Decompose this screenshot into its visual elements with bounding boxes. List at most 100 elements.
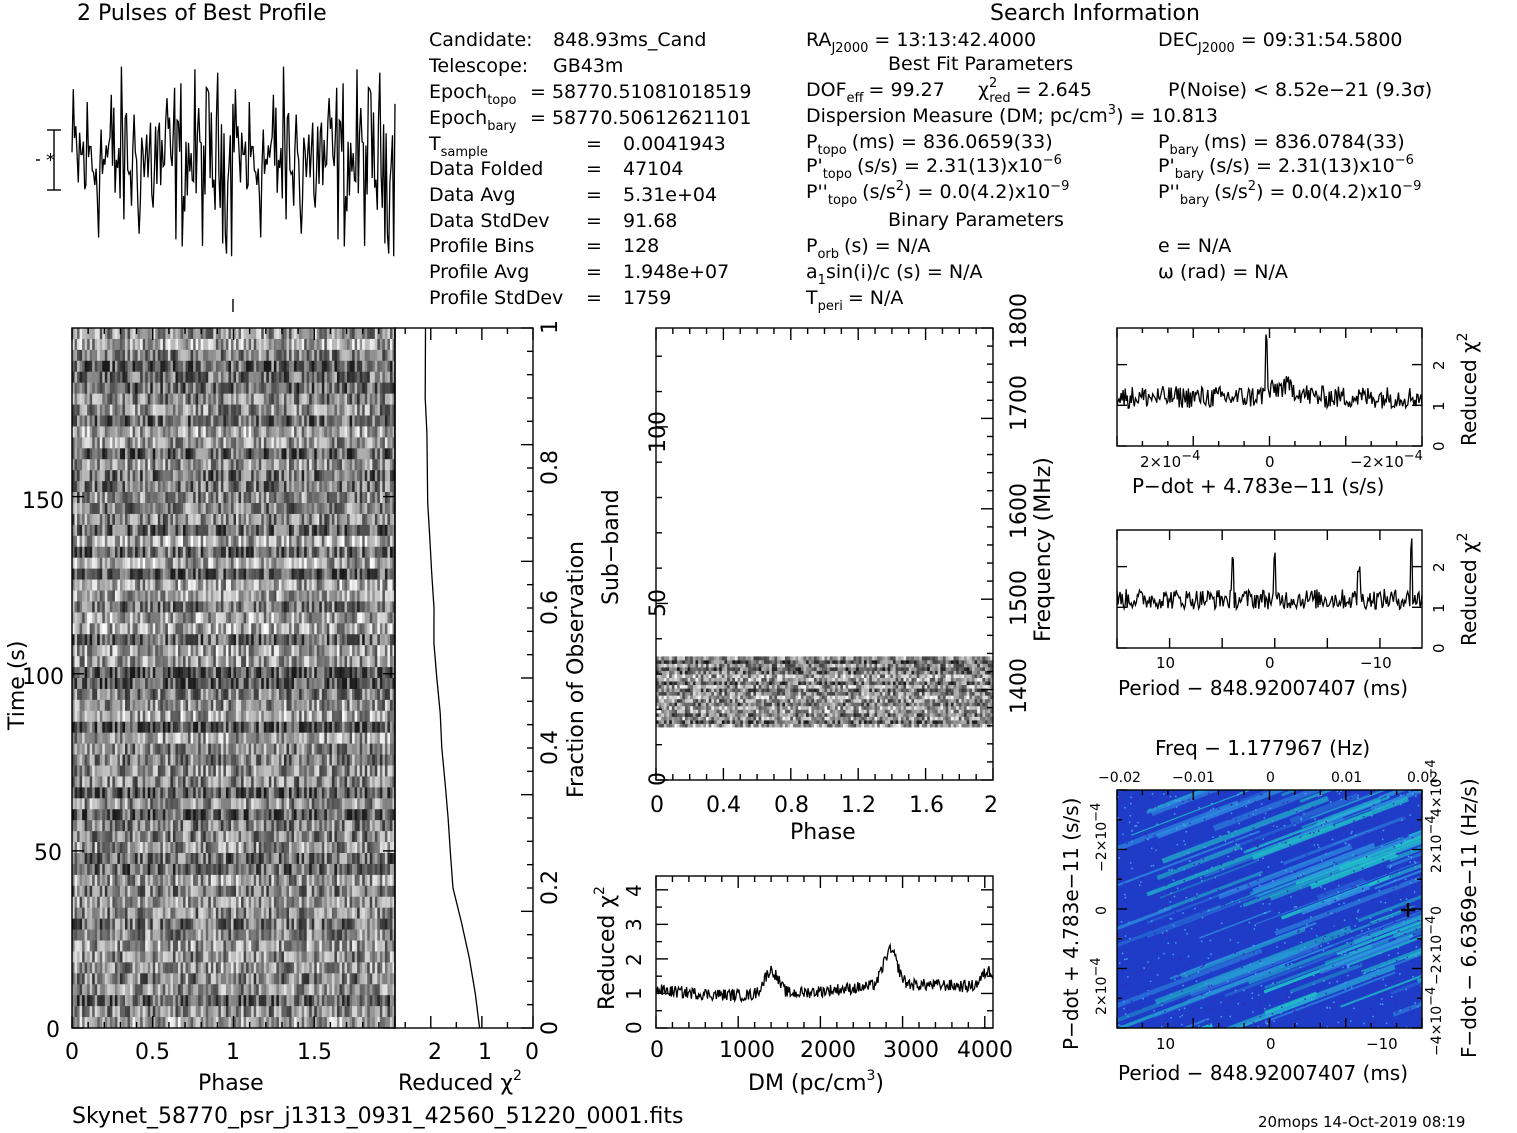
heatmap-cell — [228, 656, 232, 668]
heatmap-cell — [132, 623, 136, 635]
heatmap-cell — [344, 371, 348, 384]
heatmap-cell — [253, 524, 257, 537]
heatmap-cell — [314, 349, 318, 362]
heatmap-cell — [362, 459, 366, 471]
heatmap-cell — [387, 557, 391, 570]
heatmap-cell — [377, 623, 381, 635]
heatmap-cell — [155, 732, 159, 745]
heatmap-cell — [238, 623, 242, 635]
heatmap-cell — [198, 568, 202, 580]
heatmap-cell — [306, 503, 310, 515]
heatmap-cell — [77, 524, 80, 537]
heatmap-cell — [140, 645, 144, 657]
heatmap-cell — [72, 634, 75, 646]
heatmap-cell — [203, 699, 207, 712]
heatmap-cell — [127, 656, 131, 668]
heatmap-cell — [102, 426, 106, 438]
heatmap-cell — [175, 557, 179, 570]
heatmap-cell — [238, 688, 242, 701]
heatmap-cell — [246, 513, 250, 526]
heatmap-cell — [124, 360, 128, 373]
heatmap-cell — [291, 590, 295, 602]
heatmap-cell — [132, 382, 136, 395]
heatmap-cell — [150, 612, 154, 624]
heatmap-cell — [238, 459, 242, 471]
heatmap-cell — [238, 513, 242, 526]
heatmap-cell — [286, 732, 290, 745]
heatmap-cell — [79, 612, 83, 624]
heatmap-cell — [362, 710, 366, 723]
heatmap-cell — [200, 426, 204, 438]
heatmap-cell — [97, 513, 101, 526]
heatmap-cell — [87, 721, 91, 734]
heatmap-cell — [331, 437, 335, 449]
heatmap-cell — [203, 568, 207, 580]
heatmap-cell — [135, 535, 139, 548]
heatmap-cell — [92, 426, 96, 438]
heatmap-cell — [389, 338, 393, 351]
heatmap-cell — [203, 503, 207, 515]
heatmap-cell — [74, 437, 78, 449]
heatmap-cell — [107, 415, 111, 427]
heatmap-cell — [102, 656, 106, 668]
heatmap-cell — [253, 470, 257, 482]
heatmap-cell — [165, 656, 169, 668]
heatmap-cell — [357, 470, 361, 482]
heatmap-cell — [369, 656, 373, 668]
heatmap-cell — [117, 623, 121, 635]
heatmap-cell — [369, 590, 373, 602]
heatmap-cell — [299, 492, 303, 504]
heatmap-cell — [316, 546, 320, 559]
heatmap-cell — [104, 459, 108, 471]
heatmap-cell — [188, 667, 191, 679]
heatmap-cell — [359, 524, 363, 537]
heatmap-cell — [321, 645, 325, 657]
heatmap-cell — [321, 699, 325, 712]
heatmap-cell — [382, 601, 386, 613]
heatmap-cell — [331, 743, 335, 755]
heatmap-cell — [200, 645, 204, 657]
heatmap-cell — [172, 338, 176, 351]
heatmap-cell — [188, 459, 191, 471]
heatmap-cell — [296, 382, 300, 395]
heatmap-cell — [170, 393, 174, 405]
heatmap-cell — [316, 382, 320, 395]
heatmap-cell — [243, 448, 247, 460]
heatmap-cell — [289, 710, 292, 723]
heatmap-cell — [137, 623, 141, 635]
heatmap-cell — [233, 710, 237, 723]
heatmap-cell — [359, 338, 363, 351]
heatmap-cell — [152, 459, 156, 471]
heatmap-cell — [213, 699, 217, 712]
heatmap-cell — [324, 492, 328, 504]
heatmap-cell — [369, 721, 373, 734]
heatmap-cell — [276, 699, 280, 712]
heatmap-cell — [324, 732, 328, 745]
heatmap-cell — [155, 699, 159, 712]
heatmap-cell — [79, 601, 83, 613]
heatmap-cell — [354, 699, 358, 712]
heatmap-cell — [107, 492, 111, 504]
heatmap-cell — [278, 349, 282, 362]
heatmap-cell — [167, 699, 171, 712]
heatmap-cell — [233, 470, 237, 482]
heatmap-cell — [299, 393, 303, 405]
heatmap-cell — [119, 513, 123, 526]
heatmap-cell — [273, 721, 277, 734]
heatmap-cell — [175, 623, 179, 635]
heatmap-cell — [382, 732, 386, 745]
heatmap-cell — [316, 699, 320, 712]
heatmap-cell — [135, 360, 139, 373]
heatmap-cell — [190, 590, 194, 602]
heatmap-cell — [331, 678, 335, 690]
heatmap-cell — [266, 437, 270, 449]
heatmap-cell — [354, 535, 358, 548]
heatmap-cell — [357, 557, 361, 570]
heatmap-cell — [311, 645, 315, 657]
heatmap-cell — [241, 557, 244, 570]
heatmap-cell — [188, 557, 191, 570]
heatmap-cell — [135, 503, 139, 515]
heatmap-cell — [331, 623, 335, 635]
heatmap-cell — [251, 503, 255, 515]
heatmap-cell — [117, 426, 121, 438]
